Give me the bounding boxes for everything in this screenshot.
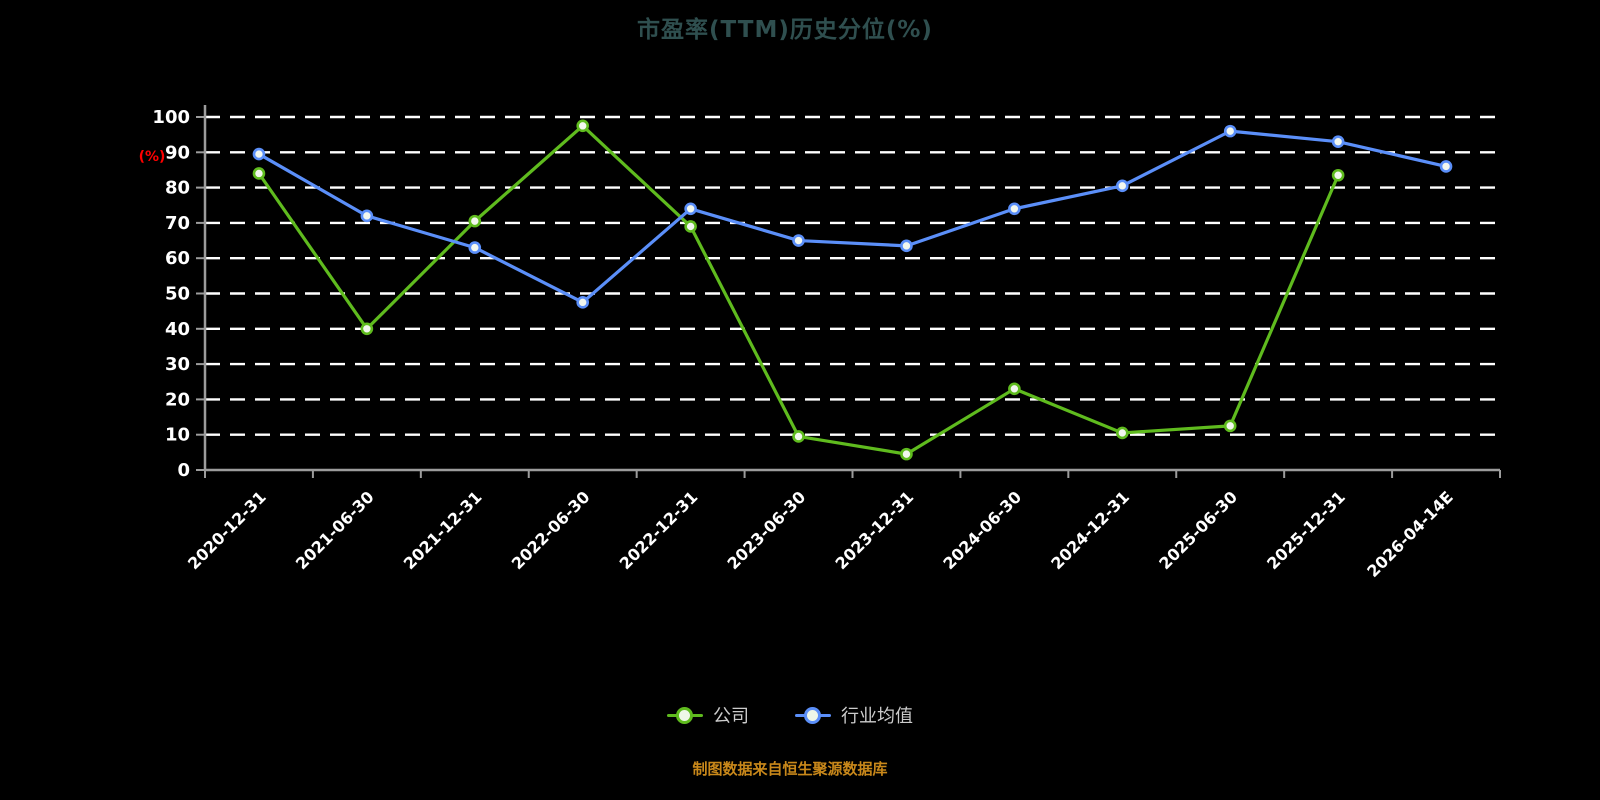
svg-text:40: 40 — [165, 319, 190, 340]
svg-text:2026-04-14E: 2026-04-14E — [1363, 487, 1457, 581]
legend-item-industry-average[interactable]: 行业均值 — [795, 702, 913, 728]
svg-text:2020-12-31: 2020-12-31 — [184, 487, 270, 573]
chart-title: 市盈率(TTM)历史分位(%) — [637, 17, 933, 43]
chart-legend: 公司 行业均值 — [0, 702, 1580, 728]
svg-text:2024-06-30: 2024-06-30 — [939, 487, 1025, 573]
svg-text:50: 50 — [165, 284, 190, 305]
svg-text:70: 70 — [165, 213, 190, 234]
svg-text:100: 100 — [152, 107, 190, 128]
legend-label-company: 公司 — [713, 706, 749, 727]
svg-text:80: 80 — [165, 178, 190, 199]
svg-text:2023-12-31: 2023-12-31 — [831, 487, 917, 573]
svg-text:2024-12-31: 2024-12-31 — [1047, 487, 1133, 573]
svg-text:10: 10 — [165, 425, 190, 446]
svg-text:30: 30 — [165, 354, 190, 375]
legend-item-company[interactable]: 公司 — [667, 702, 749, 728]
legend-label-industry-average: 行业均值 — [841, 706, 913, 727]
company-series-marker-icon — [667, 706, 703, 724]
svg-text:2025-12-31: 2025-12-31 — [1263, 487, 1349, 573]
svg-text:90: 90 — [165, 142, 190, 163]
svg-text:0: 0 — [177, 460, 190, 481]
svg-text:20: 20 — [165, 389, 190, 410]
svg-text:2023-06-30: 2023-06-30 — [724, 487, 810, 573]
svg-text:2022-12-31: 2022-12-31 — [616, 487, 702, 573]
data-source-note: 制图数据来自恒生聚源数据库 — [692, 760, 888, 778]
svg-text:60: 60 — [165, 248, 190, 269]
svg-text:2025-06-30: 2025-06-30 — [1155, 487, 1241, 573]
svg-text:2022-06-30: 2022-06-30 — [508, 487, 594, 573]
industry-average-series-marker-icon — [795, 706, 831, 724]
svg-text:2021-06-30: 2021-06-30 — [292, 487, 378, 573]
svg-text:2021-12-31: 2021-12-31 — [400, 487, 486, 573]
svg-text:(%): (%) — [139, 149, 166, 165]
